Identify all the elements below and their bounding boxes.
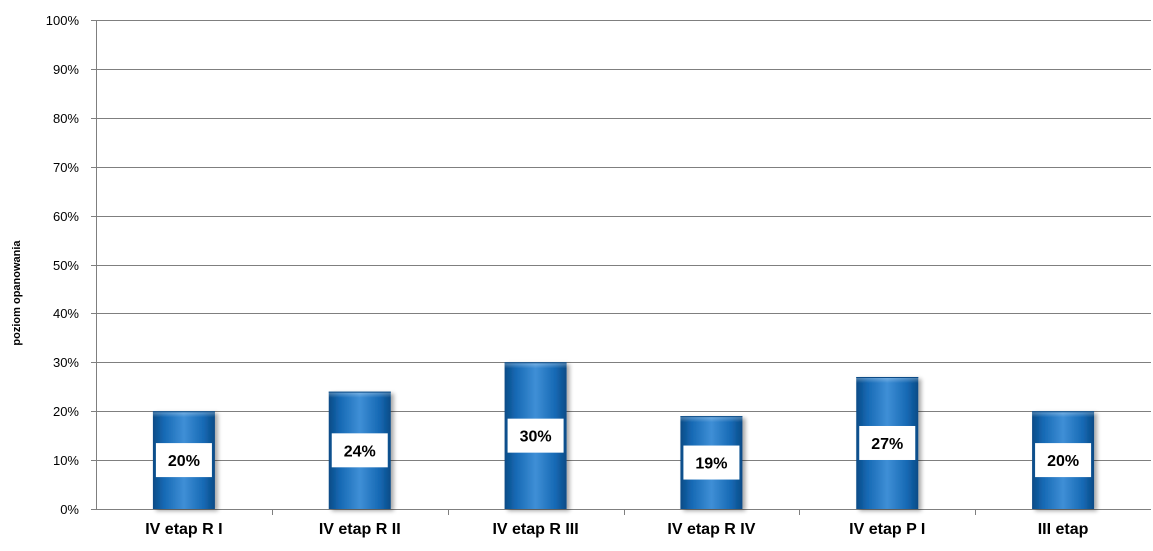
y-tick-label: 0% xyxy=(60,502,79,517)
y-axis-label: poziom opanowania xyxy=(11,240,23,346)
y-tick-label: 80% xyxy=(53,111,79,126)
data-label: 19% xyxy=(695,456,727,473)
x-tick-label: IV etap R IV xyxy=(667,521,755,538)
y-tick-labels: 0% 10% 20% 30% 40% 50% 60% 70% 80% 90% 100% xyxy=(46,13,80,517)
data-label-box xyxy=(507,418,564,453)
x-tick-label: IV etap R I xyxy=(145,521,222,538)
data-label: 20% xyxy=(168,453,200,470)
x-tick-label: III etap xyxy=(1038,521,1089,538)
x-tick-label: IV etap R III xyxy=(492,521,578,538)
bar-highlight xyxy=(152,411,215,418)
data-label: 20% xyxy=(1047,453,1079,470)
gridlines xyxy=(96,20,1151,461)
x-tick-labels: IV etap R I IV etap R II IV etap R III IV e… xyxy=(145,521,1088,538)
y-tick-label: 30% xyxy=(53,355,79,370)
bar-highlight xyxy=(504,362,567,369)
data-label-box xyxy=(859,425,916,460)
data-label: 27% xyxy=(871,436,903,453)
bar-highlight xyxy=(328,391,391,398)
bar-highlight xyxy=(680,416,743,423)
y-tick-label: 90% xyxy=(53,62,79,77)
x-tick-label: IV etap P I xyxy=(849,521,925,538)
data-label-box xyxy=(155,443,212,478)
x-tick-label: IV etap R II xyxy=(319,521,401,538)
bar-highlight xyxy=(856,376,919,383)
y-tick-label: 100% xyxy=(46,13,80,28)
y-tick-label: 40% xyxy=(53,306,79,321)
data-label-box xyxy=(331,433,388,468)
y-tick-label: 20% xyxy=(53,404,79,419)
bars xyxy=(152,362,1095,509)
data-label: 24% xyxy=(344,443,376,460)
data-label: 30% xyxy=(520,429,552,446)
bar-highlight xyxy=(1032,411,1095,418)
data-label-box xyxy=(683,445,740,480)
data-label-box xyxy=(1035,443,1092,478)
y-tick-label: 50% xyxy=(53,258,79,273)
axes xyxy=(91,20,1151,515)
y-tick-label: 60% xyxy=(53,209,79,224)
data-labels: 20% 24% 30% 19% 27% 20% xyxy=(155,418,1092,480)
y-tick-label: 70% xyxy=(53,160,79,175)
y-tick-label: 10% xyxy=(53,453,79,468)
